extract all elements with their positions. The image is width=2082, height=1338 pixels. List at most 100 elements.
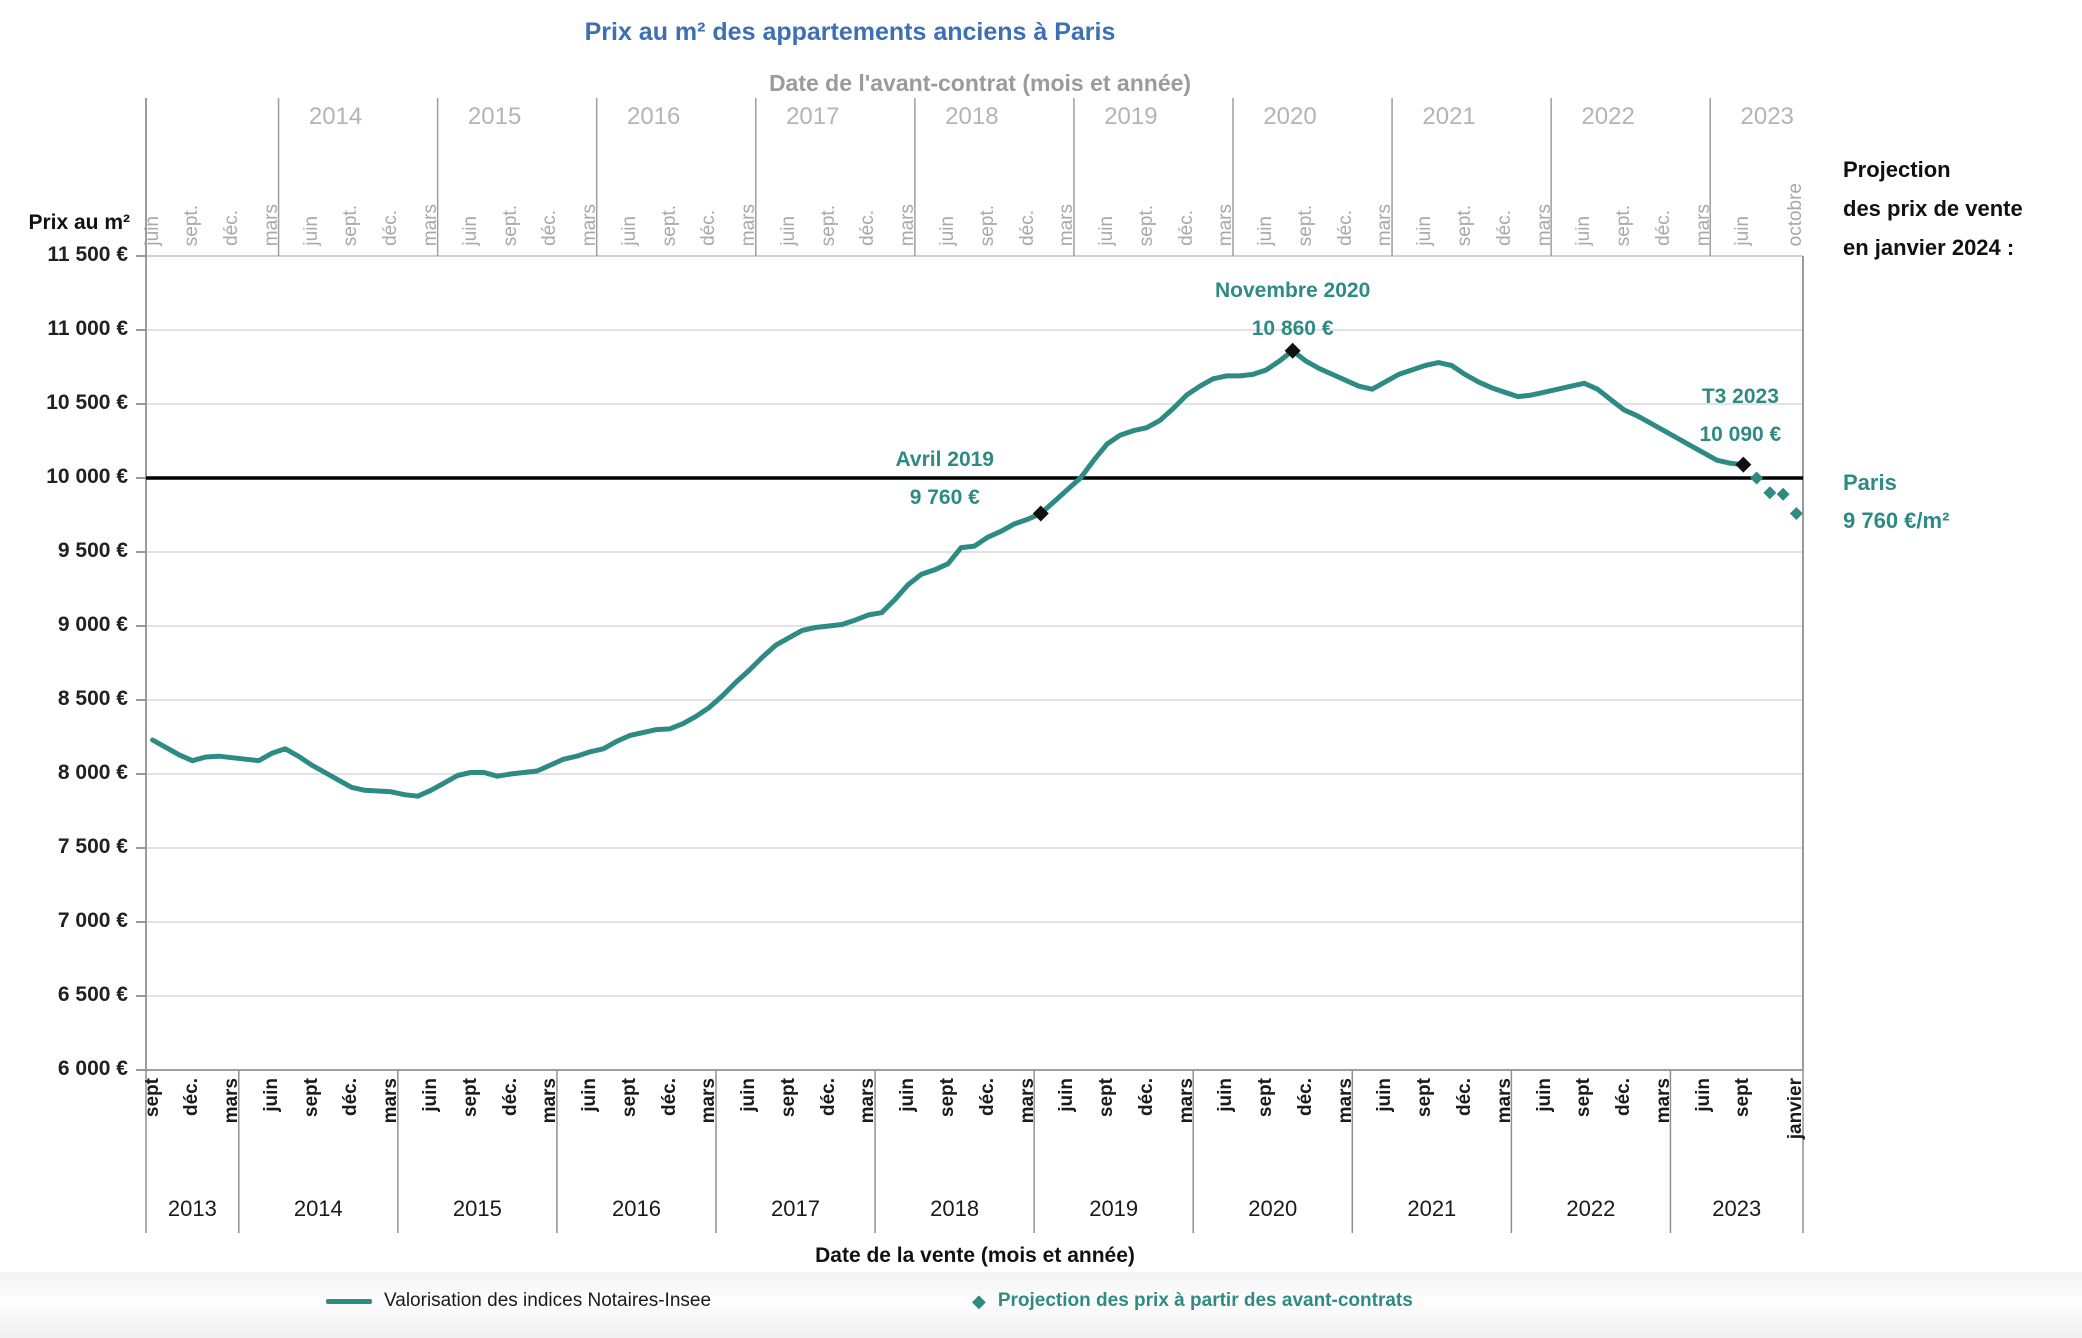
top-month-label: juin xyxy=(1732,216,1754,246)
bottom-month-label: déc. xyxy=(1135,1078,1157,1117)
bottom-month-label: juin xyxy=(1056,1078,1078,1112)
top-month-label: juin xyxy=(1414,216,1436,246)
annotation-novembre-2020: Novembre 2020 10 860 € xyxy=(1215,272,1370,348)
bottom-month-label: mars xyxy=(1016,1078,1038,1124)
bottom-month-label: sept xyxy=(1732,1078,1754,1118)
top-month-label: juin xyxy=(936,216,958,246)
annotation-t3-2023: T3 2023 10 090 € xyxy=(1699,378,1781,454)
legend-item-projection: ◆ Projection des prix à partir des avant… xyxy=(972,1286,1413,1316)
projection-diamond-marker xyxy=(1789,507,1803,521)
top-month-label: déc. xyxy=(380,210,402,246)
top-month-label: juin xyxy=(300,216,322,246)
bottom-year-label: 2021 xyxy=(1407,1196,1457,1221)
bottom-month-label: juin xyxy=(1374,1078,1396,1112)
bottom-month-label: sept xyxy=(777,1078,799,1118)
line-swatch-icon xyxy=(326,1298,372,1304)
bottom-year-label: 2015 xyxy=(452,1196,502,1221)
bottom-month-label: sept xyxy=(300,1078,322,1118)
bottom-month-label: déc. xyxy=(1613,1078,1635,1117)
top-month-label: sept. xyxy=(658,204,680,246)
bottom-month-label: sept xyxy=(141,1078,163,1118)
top-year-label: 2019 xyxy=(1104,103,1158,130)
bottom-month-label: sept xyxy=(1255,1078,1277,1118)
annotation-diamond-marker xyxy=(1284,342,1301,359)
bottom-month-label: déc. xyxy=(181,1078,203,1117)
bottom-year-label: 2018 xyxy=(930,1196,980,1221)
top-year-label: 2022 xyxy=(1581,103,1635,130)
bottom-month-label: mars xyxy=(857,1078,879,1124)
top-month-label: sept. xyxy=(181,204,203,246)
top-month-label: déc. xyxy=(221,210,243,246)
top-month-label: mars xyxy=(1692,203,1714,246)
top-year-label: 2016 xyxy=(627,103,681,130)
top-month-label: déc. xyxy=(1016,210,1038,246)
top-month-label: déc. xyxy=(857,210,879,246)
top-month-label: juin xyxy=(1096,216,1118,246)
paris-price-block: Paris 9 760 €/m² xyxy=(1843,464,2078,540)
top-month-label: juin xyxy=(777,216,799,246)
bottom-year-label: 2019 xyxy=(1089,1196,1139,1221)
y-tick-label: 10 000 € xyxy=(46,465,128,488)
bottom-month-label: mars xyxy=(698,1078,720,1124)
top-year-label: 2018 xyxy=(945,103,999,130)
top-month-label: juin xyxy=(1573,216,1595,246)
bottom-month-label: juin xyxy=(897,1078,919,1112)
annotation-diamond-marker xyxy=(1032,505,1049,522)
y-tick-label: 8 500 € xyxy=(57,687,128,710)
bottom-year-label: 2017 xyxy=(771,1196,821,1221)
top-month-label: mars xyxy=(579,203,601,246)
top-month-label: déc. xyxy=(1175,210,1197,246)
top-month-label: déc. xyxy=(1493,210,1515,246)
bottom-month-label: déc. xyxy=(817,1078,839,1117)
bottom-year-label: 2020 xyxy=(1248,1196,1298,1221)
y-tick-label: 11 500 € xyxy=(47,243,128,266)
top-year-label: 2015 xyxy=(467,103,522,130)
top-month-label: déc. xyxy=(539,210,561,246)
bottom-month-label: sept xyxy=(459,1078,481,1118)
bottom-month-label: mars xyxy=(1175,1078,1197,1124)
top-month-label: juin xyxy=(1255,216,1277,246)
diamond-icon: ◆ xyxy=(972,1291,986,1311)
bottom-year-label: 2022 xyxy=(1566,1196,1616,1221)
bottom-month-label: juin xyxy=(420,1078,441,1112)
annotation-value: 10 860 € xyxy=(1251,316,1334,340)
top-month-label: mars xyxy=(897,203,919,246)
annotation-title: Novembre 2020 xyxy=(1215,278,1371,302)
top-month-label: juin xyxy=(618,216,640,246)
bottom-axis-title: Date de la vente (mois et année) xyxy=(815,1244,1135,1267)
y-tick-label: 6 000 € xyxy=(57,1057,128,1080)
bottom-month-label: sept xyxy=(618,1078,640,1118)
annotation-avril-2019: Avril 2019 9 760 € xyxy=(896,441,994,517)
top-month-label: mars xyxy=(420,203,441,246)
paris-city-label: Paris xyxy=(1843,470,1897,495)
y-tick-label: 8 000 € xyxy=(57,761,128,784)
bottom-month-label: juin xyxy=(579,1078,601,1112)
y-tick-label: 7 500 € xyxy=(57,835,128,858)
bottom-month-label: déc. xyxy=(976,1078,998,1117)
bottom-month-label: sept xyxy=(1573,1078,1595,1118)
bottom-month-label: mars xyxy=(539,1078,561,1124)
bottom-month-label: sept xyxy=(936,1078,958,1118)
top-year-label: 2023 xyxy=(1740,103,1794,130)
projection-panel-line1: Projection xyxy=(1843,157,1951,182)
legend-label-projection: Projection des prix à partir des avant-c… xyxy=(997,1290,1413,1311)
projection-diamond-marker xyxy=(1776,487,1790,501)
bottom-month-label: mars xyxy=(1652,1078,1674,1124)
bottom-month-label: déc. xyxy=(340,1078,362,1117)
annotation-value: 10 090 € xyxy=(1699,422,1782,446)
top-month-label: sept. xyxy=(1294,204,1316,246)
bottom-month-label: janvier xyxy=(1785,1078,1807,1140)
bottom-month-label: déc. xyxy=(658,1078,680,1117)
paris-price-label: 9 760 €/m² xyxy=(1843,508,1950,533)
top-month-label: mars xyxy=(1374,203,1396,246)
bottom-month-label: mars xyxy=(221,1078,243,1124)
top-axis-title: Date de l'avant-contrat (mois et année) xyxy=(768,70,1192,96)
y-tick-label: 6 500 € xyxy=(57,983,128,1006)
top-month-label: juin xyxy=(459,216,481,246)
bottom-year-label: 2016 xyxy=(611,1196,661,1221)
legend-label-indices: Valorisation des indices Notaires-Insee xyxy=(384,1290,712,1311)
top-month-label: déc. xyxy=(1652,210,1674,246)
bottom-month-label: juin xyxy=(1692,1078,1714,1112)
